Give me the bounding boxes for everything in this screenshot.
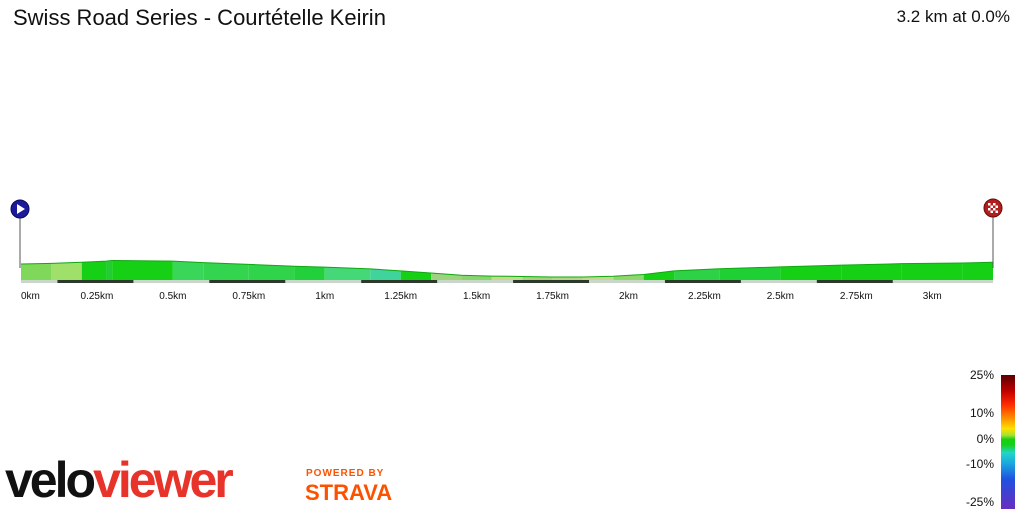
x-tick-label: 0.25km: [81, 291, 114, 302]
profile-segment: [172, 261, 204, 280]
baseline-band: [209, 280, 286, 283]
x-tick-label: 3km: [923, 291, 942, 302]
gradient-scale-label: 0%: [976, 431, 994, 446]
profile-segment: [962, 262, 993, 280]
profile-segment: [370, 268, 401, 280]
baseline-band: [816, 280, 893, 283]
profile-segment: [324, 267, 371, 280]
elevation-profile-chart: 0km 0.25km 0.5km 0.75km 1km 1.25km 1.5km 1.75km…: [10, 198, 1003, 302]
profile-segment: [643, 270, 675, 280]
profile-segment: [203, 262, 249, 280]
x-tick-label: 2km: [619, 291, 638, 302]
profile-segment: [780, 265, 842, 280]
profile-segment: [674, 268, 720, 280]
profile-segment: [81, 261, 107, 280]
x-tick-label: 1.75km: [536, 291, 569, 302]
gradient-scale-label: 10%: [969, 406, 994, 421]
profile-segment: [901, 262, 963, 280]
profile-surface-line: [20, 259, 994, 278]
baseline-band: [57, 280, 134, 283]
profile-segment: [552, 277, 583, 280]
x-tick-label: 0km: [21, 291, 40, 302]
gradient-color-scale: [1001, 375, 1015, 509]
profile-segment: [461, 275, 492, 280]
profile-segment: [51, 262, 82, 280]
chart-title: Swiss Road Series - Courtételle Keirin: [13, 5, 386, 30]
baseline-band: [361, 280, 438, 283]
profile-segment: [400, 270, 432, 280]
gradient-scale-label: -25%: [965, 495, 994, 509]
x-tick-label: 1.25km: [384, 291, 417, 302]
powered-by-label: POWERED BY: [306, 468, 385, 479]
x-tick-label: 0.5km: [159, 291, 186, 302]
profile-segment: [248, 264, 295, 280]
x-tick-label: 1km: [315, 291, 334, 302]
logo-velo-text: velo: [5, 452, 96, 508]
profile-segment: [491, 276, 523, 280]
profile-segment: [294, 266, 325, 280]
x-tick-label: 2.5km: [767, 291, 794, 302]
profile-segment: [106, 260, 113, 280]
baseline-band: [664, 280, 741, 283]
x-tick-label: 1.5km: [463, 291, 490, 302]
x-tick-label: 0.75km: [232, 291, 265, 302]
play-icon: [10, 199, 30, 219]
gradient-scale-label: 25%: [969, 368, 994, 382]
baseline-band: [513, 280, 590, 283]
profile-segment: [719, 266, 781, 280]
x-tick-label: 2.75km: [840, 291, 873, 302]
gradient-scale-label: -10%: [965, 456, 994, 471]
x-tick-label: 2.25km: [688, 291, 721, 302]
profile-segment: [112, 260, 173, 280]
checkered-flag-icon: [983, 198, 1003, 218]
route-summary: 3.2 km at 0.0%: [896, 7, 1010, 26]
profile-segment: [21, 263, 52, 280]
strava-logo: STRAVA: [305, 480, 393, 505]
veloviewer-logo: veloviewer: [5, 450, 234, 510]
profile-baseline: [21, 280, 993, 283]
profile-segment: [841, 263, 902, 280]
logo-viewer-text: viewer: [93, 452, 234, 508]
